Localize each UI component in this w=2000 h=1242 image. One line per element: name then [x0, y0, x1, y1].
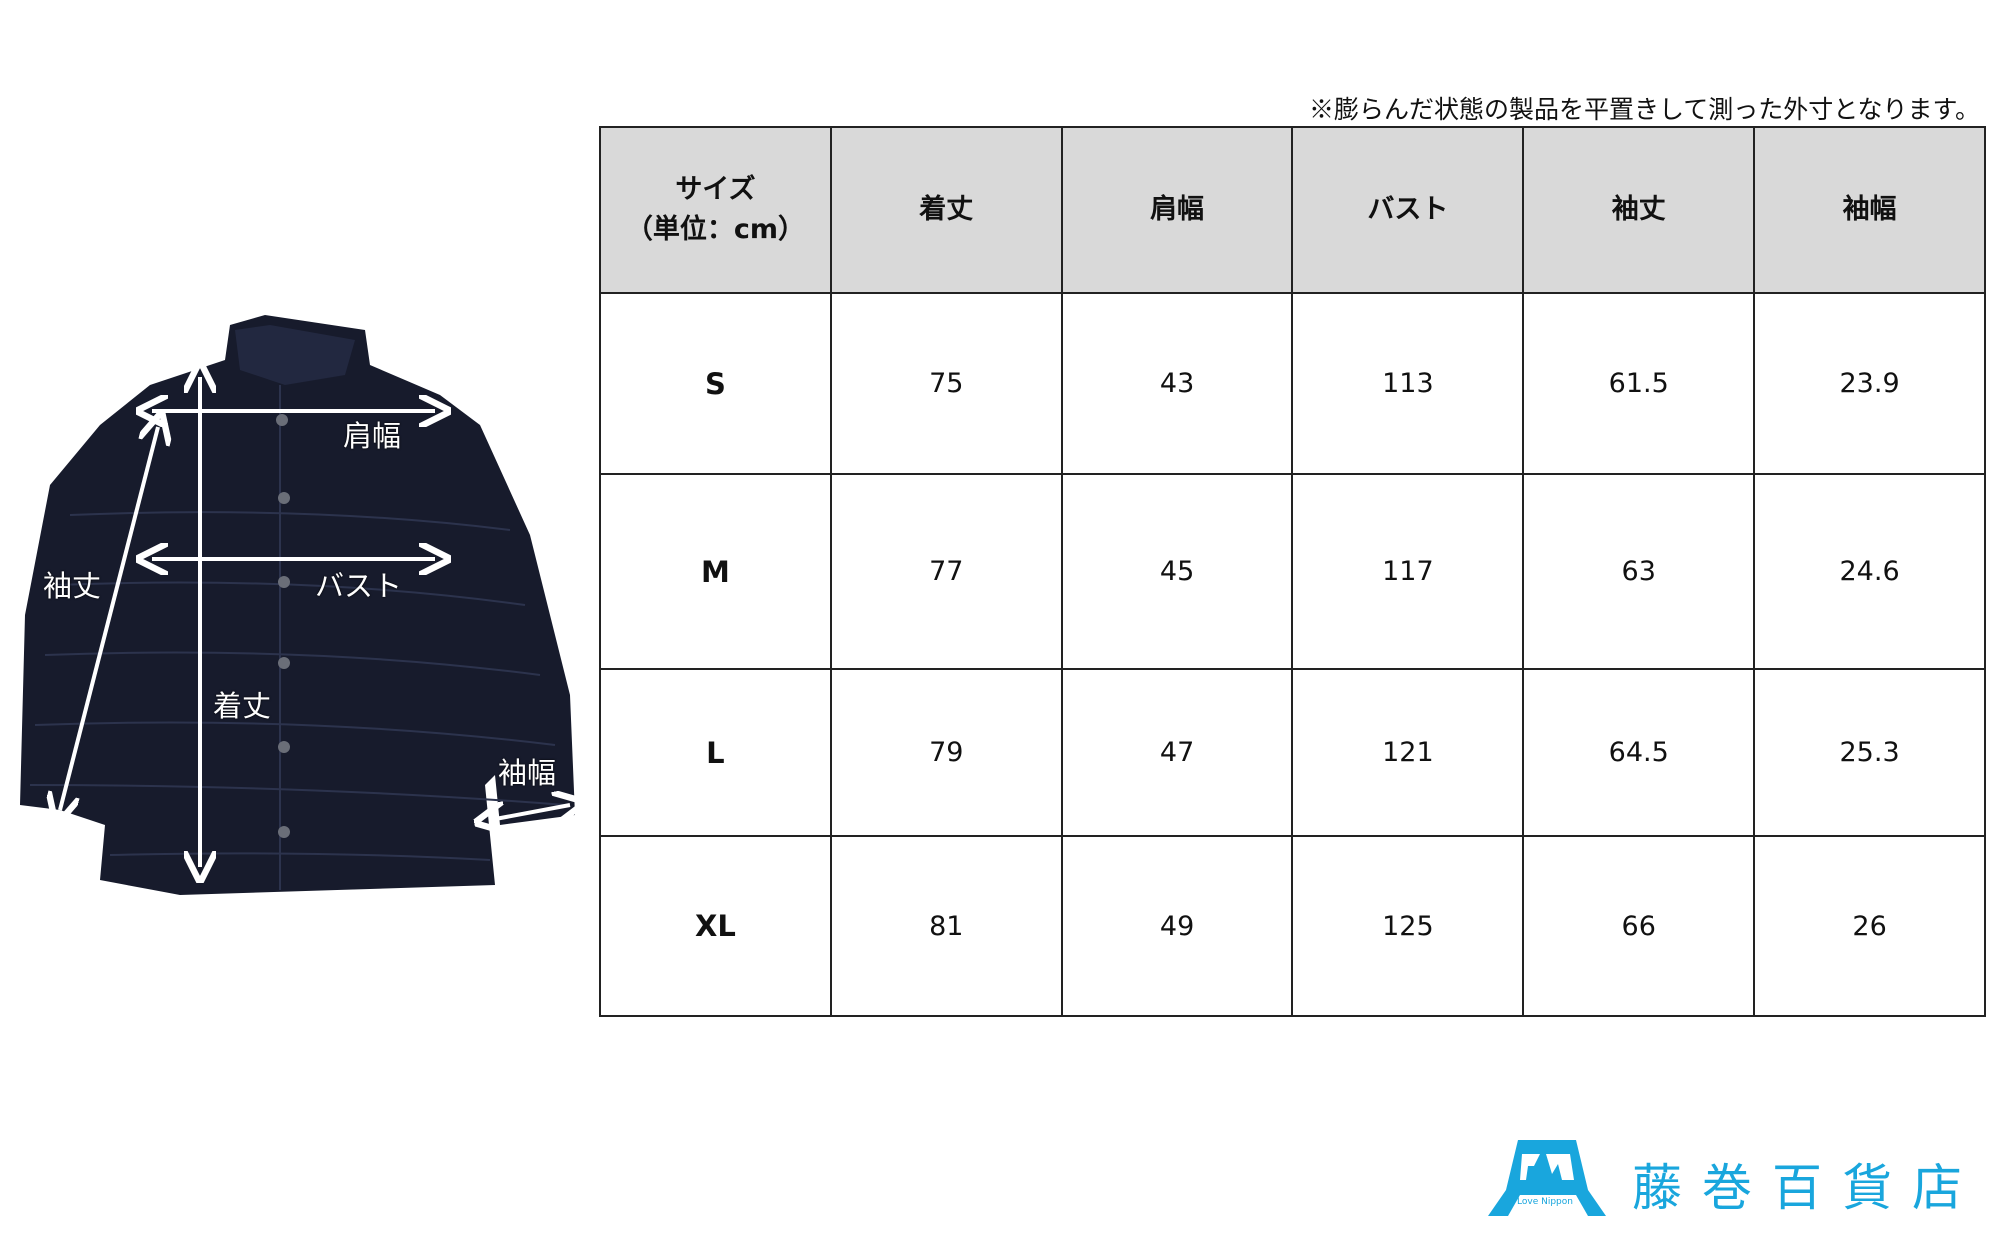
header-size-label: サイズ: [675, 173, 756, 205]
value-cell: 75: [829, 292, 1063, 475]
size-table: サイズ （単位：cm） 着丈 肩幅 バスト 袖丈 袖幅 S 75 43 113 6…: [599, 126, 1986, 1017]
value-cell: 49: [1060, 835, 1294, 1017]
label-sleeve-width: 袖幅: [498, 756, 557, 790]
table-row: XL 81 49 125 66 26: [599, 835, 1986, 1017]
sleeve-width-arrow: [490, 805, 570, 820]
sleeve-length-arrow: [60, 427, 158, 810]
jacket-measurement-diagram: 肩幅 バスト 袖丈 着丈 袖幅: [10, 315, 590, 905]
label-bust: バスト: [315, 569, 403, 603]
header-size: サイズ （単位：cm）: [599, 126, 832, 294]
value-cell: 63: [1522, 473, 1756, 670]
size-cell: S: [599, 292, 832, 475]
header-sleeve-length: 袖丈: [1522, 126, 1756, 294]
table-row: S 75 43 113 61.5 23.9: [599, 292, 1986, 475]
value-cell: 61.5: [1522, 292, 1756, 475]
brand-logo-icon: [1488, 1140, 1606, 1216]
value-cell: 23.9: [1753, 292, 1986, 475]
size-cell: L: [599, 668, 832, 837]
table-row: M 77 45 117 63 24.6: [599, 473, 1986, 670]
value-cell: 79: [829, 668, 1063, 837]
jacket-illustration: [20, 315, 590, 895]
value-cell: 113: [1291, 292, 1525, 475]
header-unit-label: （単位：cm）: [625, 214, 805, 245]
label-sleeve-length: 袖丈: [43, 569, 102, 603]
size-cell: M: [599, 473, 832, 670]
size-cell: XL: [599, 835, 832, 1017]
table-row: L 79 47 121 64.5 25.3: [599, 668, 1986, 837]
value-cell: 66: [1522, 835, 1756, 1017]
header-length: 着丈: [829, 126, 1063, 294]
header-bust: バスト: [1291, 126, 1525, 294]
value-cell: 77: [829, 473, 1063, 670]
header-shoulder: 肩幅: [1060, 126, 1294, 294]
value-cell: 26: [1753, 835, 1986, 1017]
value-cell: 117: [1291, 473, 1525, 670]
logo-tagline: Love Nippon: [1517, 1197, 1573, 1207]
brand-name: 藤巻百貨店: [1632, 1159, 1982, 1217]
value-cell: 43: [1060, 292, 1294, 475]
measurement-note: ※膨らんだ状態の製品を平置きして測った外寸となります。: [1308, 95, 1980, 124]
header-sleeve-width: 袖幅: [1753, 126, 1986, 294]
table-header-row: サイズ （単位：cm） 着丈 肩幅 バスト 袖丈 袖幅: [599, 126, 1986, 294]
value-cell: 125: [1291, 835, 1525, 1017]
label-length: 着丈: [213, 689, 272, 723]
value-cell: 47: [1060, 668, 1294, 837]
value-cell: 24.6: [1753, 473, 1986, 670]
value-cell: 121: [1291, 668, 1525, 837]
value-cell: 64.5: [1522, 668, 1756, 837]
value-cell: 81: [829, 835, 1063, 1017]
label-shoulder: 肩幅: [343, 419, 402, 453]
value-cell: 45: [1060, 473, 1294, 670]
value-cell: 25.3: [1753, 668, 1986, 837]
